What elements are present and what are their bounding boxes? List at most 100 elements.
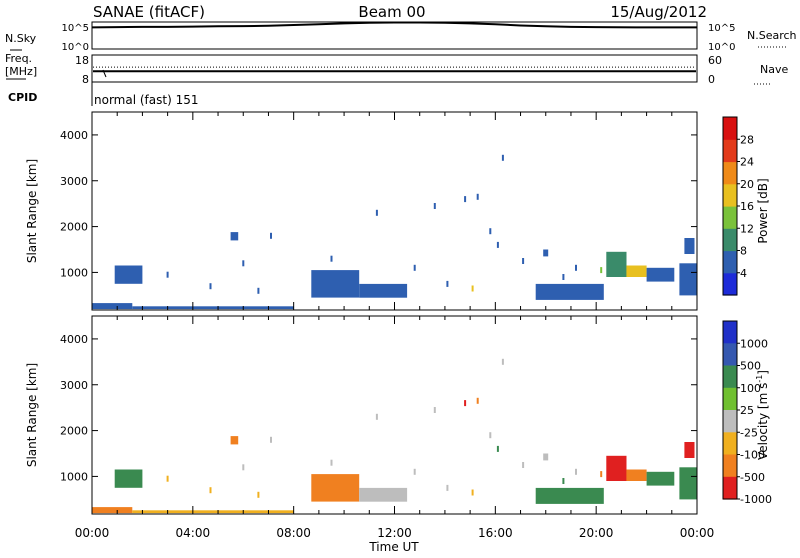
freq-tick-bottom: 8: [82, 73, 89, 86]
scatter-point: [413, 468, 416, 475]
noise-tick-left-bottom: 10^0: [62, 42, 89, 53]
scatter-patch: [626, 469, 647, 481]
colorbar-tick-label: -100: [740, 449, 765, 462]
scatter-point: [330, 459, 333, 466]
scatter-point: [575, 468, 577, 475]
scatter-point: [476, 397, 479, 404]
scatter-patch: [543, 453, 549, 461]
colorbar-swatch: [723, 387, 737, 411]
colorbar-swatch: [723, 117, 737, 140]
scatter-patch: [646, 267, 675, 282]
colorbar-swatch: [723, 161, 737, 185]
scatter-point: [375, 413, 378, 420]
time-tick-label: 16:00: [478, 526, 513, 540]
scatter-patch: [230, 436, 239, 445]
freq-panel: Freq. [MHz] 18 8 60 0 Nave: [5, 52, 788, 86]
scatter-point: [522, 462, 525, 468]
scatter-patch: [543, 249, 549, 257]
colorbar-tick-label: 24: [740, 156, 754, 169]
freq-frame: [91, 54, 698, 83]
scatter-point: [270, 232, 272, 239]
time-tick-label: 08:00: [276, 526, 311, 540]
scatter-patch: [92, 303, 133, 310]
colorbar-tick-label: -500: [740, 471, 765, 484]
date-title: 15/Aug/2012: [610, 3, 707, 21]
scatter-point: [330, 255, 333, 262]
scatter-patch: [679, 263, 697, 296]
colorbar-tick-label: 1000: [740, 337, 768, 350]
scatter-patch: [311, 474, 360, 502]
colorbar-swatch: [723, 476, 737, 500]
scatter-point: [562, 274, 565, 280]
scatter-point: [501, 154, 504, 161]
scatter-point: [522, 258, 525, 264]
scatter-patch: [535, 283, 604, 300]
scatter-patch: [646, 471, 675, 486]
colorbar-swatch: [723, 343, 737, 367]
colorbar-tick-label: 4: [740, 267, 747, 280]
scatter-point: [257, 287, 260, 294]
colorbar-swatch: [723, 250, 737, 274]
scatter-patch: [679, 467, 697, 500]
range-tick-label: 4000: [60, 333, 88, 346]
beam-title: Beam 00: [358, 3, 425, 21]
scatter-patch: [132, 510, 294, 514]
scatter-patch: [606, 455, 627, 481]
noise-tick-left-top: 10^5: [62, 23, 89, 34]
velocity-frame: [91, 315, 698, 515]
colorbar-swatch: [723, 432, 737, 456]
scatter-patch: [114, 469, 143, 488]
scatter-point: [242, 260, 245, 267]
freq-tick-top: 18: [75, 54, 89, 67]
colorbar-swatch: [723, 321, 737, 344]
scatter-patch: [132, 306, 294, 310]
scatter-point: [257, 491, 260, 498]
nave-tick-top: 60: [708, 54, 722, 67]
scatter-point: [489, 432, 492, 439]
range-tick-label: 2000: [60, 425, 88, 438]
freq-label-1: Freq.: [5, 52, 32, 65]
noise-sky-line: [91, 21, 697, 29]
colorbar-tick-label: -25: [740, 426, 758, 439]
scatter-patch: [359, 487, 408, 502]
scatter-point: [575, 264, 577, 271]
nsky-label: N.Sky: [5, 32, 37, 45]
velocity-axis: 1000 2000 3000 4000: [60, 316, 698, 514]
colorbar-swatch: [723, 365, 737, 389]
range-tick-label: 3000: [60, 379, 88, 392]
scatter-point: [209, 283, 212, 290]
velocity-colorbar: 1000 500 100 25 -25 -100 -500 -1000: [722, 320, 772, 506]
power-data: [92, 154, 697, 310]
velocity-panel: 1000 2000 3000 4000 Slant Range [km] 1000 50…: [25, 315, 772, 554]
scatter-point: [496, 445, 499, 452]
scatter-patch: [626, 265, 647, 277]
cpid-value: normal (fast) 151: [94, 93, 198, 107]
cpid-label: CPID: [8, 91, 37, 104]
time-tick-label: 20:00: [579, 526, 614, 540]
scatter-patch: [359, 283, 408, 298]
scatter-patch: [92, 507, 133, 514]
colorbar-tick-label: 28: [740, 133, 754, 146]
noise-tick-right-bottom: 10^0: [708, 42, 735, 53]
colorbar-swatch: [723, 272, 737, 296]
power-frame: [91, 111, 698, 311]
scatter-patch: [535, 487, 604, 504]
colorbar-tick-label: 20: [740, 178, 754, 191]
scatter-point: [242, 464, 245, 471]
velocity-cbar-label: Velocity [m s-1]: [755, 370, 770, 460]
colorbar-tick-label: 100: [740, 382, 761, 395]
cpid-panel: CPID normal (fast) 151: [8, 82, 198, 107]
colorbar-swatch: [723, 139, 737, 163]
range-tick-label: 3000: [60, 175, 88, 188]
colorbar-swatch: [723, 454, 737, 478]
scatter-point: [496, 241, 499, 248]
time-tick-label: 12:00: [377, 526, 412, 540]
nsearch-label: N.Search: [747, 29, 797, 42]
freq-label-2: [MHz]: [5, 65, 37, 78]
scatter-point: [166, 271, 169, 278]
scatter-point: [562, 478, 565, 484]
power-colorbar: 4 8 12 16 20 24 28: [722, 116, 754, 296]
colorbar-swatch: [723, 206, 737, 229]
colorbar-swatch: [723, 183, 737, 207]
